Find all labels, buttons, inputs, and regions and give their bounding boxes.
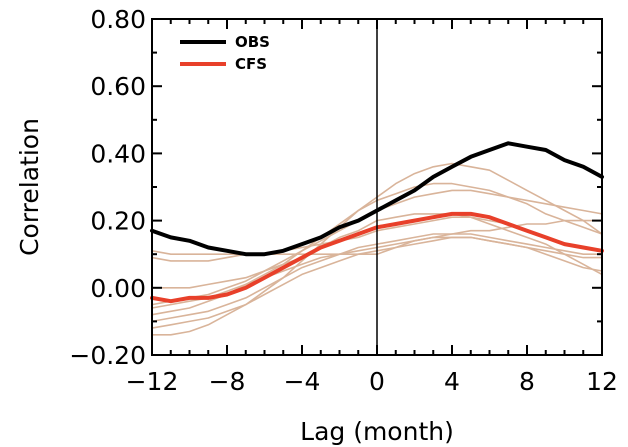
tick-marks (151, 18, 603, 356)
y-tick-label: 0.80 (90, 5, 146, 34)
y-tick-label: 0.60 (90, 72, 146, 101)
x-tick-label: 0 (369, 367, 385, 396)
y-axis-title: Correlation (15, 118, 44, 256)
legend-label-cfs: CFS (235, 55, 267, 73)
tick-labels: −12 −8 −4 0 4 8 12 −0.20 0.00 0.20 0.40 0.60 0.80 (69, 5, 618, 396)
y-tick-label: −0.20 (69, 341, 146, 370)
y-tick-label: 0.20 (90, 207, 146, 236)
legend: OBS CFS (180, 33, 270, 73)
x-tick-label: −12 (126, 367, 179, 396)
x-tick-label: −4 (284, 367, 321, 396)
x-axis-title: Lag (month) (300, 417, 454, 446)
y-tick-label: 0.00 (90, 274, 146, 303)
x-tick-label: 12 (586, 367, 618, 396)
x-tick-label: 8 (519, 367, 535, 396)
y-tick-label: 0.40 (90, 139, 146, 168)
x-tick-label: 4 (444, 367, 460, 396)
plot-area (150, 18, 604, 356)
x-tick-label: −8 (209, 367, 246, 396)
legend-label-obs: OBS (235, 33, 270, 51)
